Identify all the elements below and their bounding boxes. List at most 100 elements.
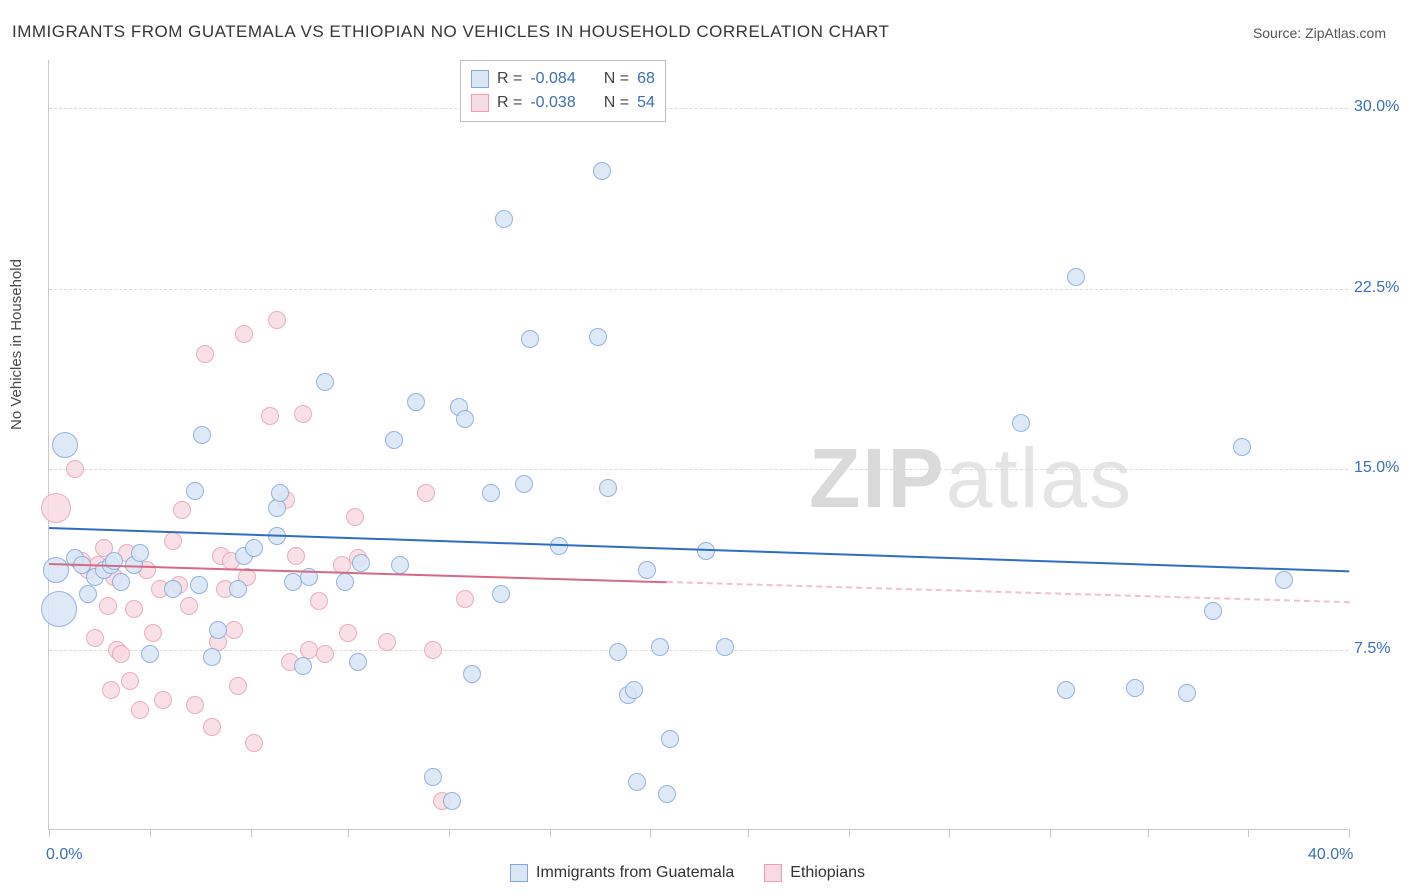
scatter-point xyxy=(79,585,97,603)
gridline xyxy=(49,469,1348,470)
scatter-point xyxy=(609,643,627,661)
scatter-point xyxy=(1067,268,1085,286)
scatter-point xyxy=(443,792,461,810)
x-tick xyxy=(748,829,749,837)
scatter-point xyxy=(456,410,474,428)
x-tick xyxy=(949,829,950,837)
legend-swatch xyxy=(471,70,489,88)
scatter-point xyxy=(385,431,403,449)
scatter-point xyxy=(203,718,221,736)
scatter-point xyxy=(131,544,149,562)
legend-item: Immigrants from Guatemala xyxy=(510,864,734,882)
y-tick-label: 15.0% xyxy=(1354,459,1399,477)
scatter-point xyxy=(268,311,286,329)
scatter-point xyxy=(186,696,204,714)
y-tick-label: 22.5% xyxy=(1354,279,1399,297)
legend-row: R = -0.038 N = 54 xyxy=(471,91,655,115)
gridline xyxy=(49,650,1348,651)
scatter-point xyxy=(658,785,676,803)
legend-item-label: Ethiopians xyxy=(790,864,865,882)
scatter-point xyxy=(112,573,130,591)
scatter-point xyxy=(196,345,214,363)
scatter-point xyxy=(102,681,120,699)
scatter-point xyxy=(424,641,442,659)
gridline xyxy=(49,289,1348,290)
scatter-point xyxy=(482,484,500,502)
scatter-point xyxy=(316,645,334,663)
scatter-point xyxy=(1012,414,1030,432)
x-tick xyxy=(150,829,151,837)
scatter-point xyxy=(1178,684,1196,702)
scatter-point xyxy=(173,501,191,519)
watermark-atlas: atlas xyxy=(946,431,1133,525)
watermark: ZIPatlas xyxy=(809,430,1133,527)
y-tick-label: 30.0% xyxy=(1354,98,1399,116)
x-tick xyxy=(449,829,450,837)
x-tick xyxy=(849,829,850,837)
x-tick xyxy=(1349,829,1350,837)
plot-area: ZIPatlas xyxy=(48,60,1348,830)
scatter-point xyxy=(1204,602,1222,620)
scatter-point xyxy=(417,484,435,502)
watermark-zip: ZIP xyxy=(809,431,946,525)
chart-title: IMMIGRANTS FROM GUATEMALA VS ETHIOPIAN N… xyxy=(12,22,889,42)
scatter-point xyxy=(66,460,84,478)
legend-n-value: 68 xyxy=(637,67,655,91)
scatter-point xyxy=(164,532,182,550)
scatter-point xyxy=(316,373,334,391)
scatter-point xyxy=(235,325,253,343)
scatter-point xyxy=(599,479,617,497)
legend-swatch xyxy=(510,864,528,882)
scatter-point xyxy=(52,432,78,458)
scatter-point xyxy=(424,768,442,786)
scatter-point xyxy=(144,624,162,642)
scatter-point xyxy=(287,547,305,565)
scatter-point xyxy=(86,629,104,647)
scatter-point xyxy=(625,681,643,699)
legend-r-label: R = xyxy=(497,67,522,91)
scatter-point xyxy=(1233,438,1251,456)
scatter-point xyxy=(589,328,607,346)
scatter-point xyxy=(121,672,139,690)
scatter-point xyxy=(229,580,247,598)
gridline xyxy=(49,108,1348,109)
x-tick xyxy=(1248,829,1249,837)
scatter-point xyxy=(716,638,734,656)
scatter-point xyxy=(141,645,159,663)
legend-n-label: N = xyxy=(604,91,629,115)
scatter-point xyxy=(378,633,396,651)
scatter-point xyxy=(456,590,474,608)
scatter-point xyxy=(346,508,364,526)
legend-r-value: -0.084 xyxy=(530,67,575,91)
x-tick xyxy=(251,829,252,837)
scatter-point xyxy=(41,493,71,523)
x-tick-label: 40.0% xyxy=(1308,846,1353,864)
scatter-point xyxy=(180,597,198,615)
scatter-point xyxy=(336,573,354,591)
scatter-point xyxy=(661,730,679,748)
scatter-point xyxy=(271,484,289,502)
scatter-point xyxy=(225,621,243,639)
scatter-point xyxy=(261,407,279,425)
scatter-point xyxy=(651,638,669,656)
scatter-point xyxy=(1057,681,1075,699)
scatter-point xyxy=(99,597,117,615)
legend-r-label: R = xyxy=(497,91,522,115)
y-tick-label: 7.5% xyxy=(1354,640,1390,658)
scatter-point xyxy=(164,580,182,598)
legend-swatch xyxy=(764,864,782,882)
scatter-point xyxy=(349,653,367,671)
scatter-point xyxy=(209,621,227,639)
scatter-point xyxy=(492,585,510,603)
legend-n-value: 54 xyxy=(637,91,655,115)
correlation-legend: R = -0.084 N = 68R = -0.038 N = 54 xyxy=(460,60,666,122)
scatter-point xyxy=(495,210,513,228)
scatter-point xyxy=(1275,571,1293,589)
x-tick xyxy=(550,829,551,837)
x-tick xyxy=(49,829,50,837)
x-tick xyxy=(348,829,349,837)
x-tick xyxy=(650,829,651,837)
legend-swatch xyxy=(471,94,489,112)
legend-r-value: -0.038 xyxy=(530,91,575,115)
scatter-point xyxy=(112,645,130,663)
